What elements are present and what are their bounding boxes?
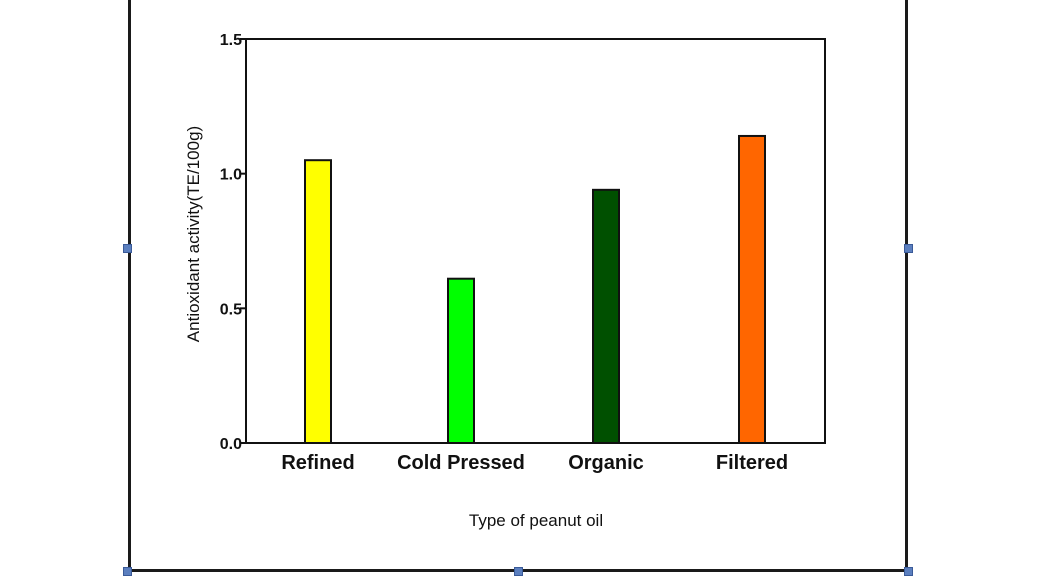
y-axis-title: Antioxidant activity(TE/100g) (184, 126, 203, 342)
y-tick-label: 0.5 (220, 301, 242, 318)
y-tick-label: 1.5 (220, 32, 242, 49)
x-axis: Refined Cold Pressed Organic Filtered (281, 452, 788, 474)
resize-handle-left[interactable] (123, 244, 132, 253)
x-tick-label: Filtered (716, 452, 788, 474)
y-tick-label: 1.0 (220, 167, 242, 184)
bars-group (304, 134, 766, 445)
x-tick-label: Refined (281, 452, 354, 474)
bar-filtered (738, 134, 766, 445)
bar-organic (592, 188, 620, 444)
plot-area (245, 38, 826, 444)
bar-cold-pressed (447, 277, 475, 444)
y-tick-label: 0.0 (220, 436, 242, 453)
x-tick-label: Organic (568, 452, 644, 474)
y-axis: 0.0 0.5 1.0 1.5 (220, 32, 246, 453)
x-tick-label: Cold Pressed (397, 452, 525, 474)
resize-handle-right[interactable] (904, 244, 913, 253)
bar-refined (304, 159, 332, 444)
x-axis-title: Type of peanut oil (469, 511, 603, 530)
